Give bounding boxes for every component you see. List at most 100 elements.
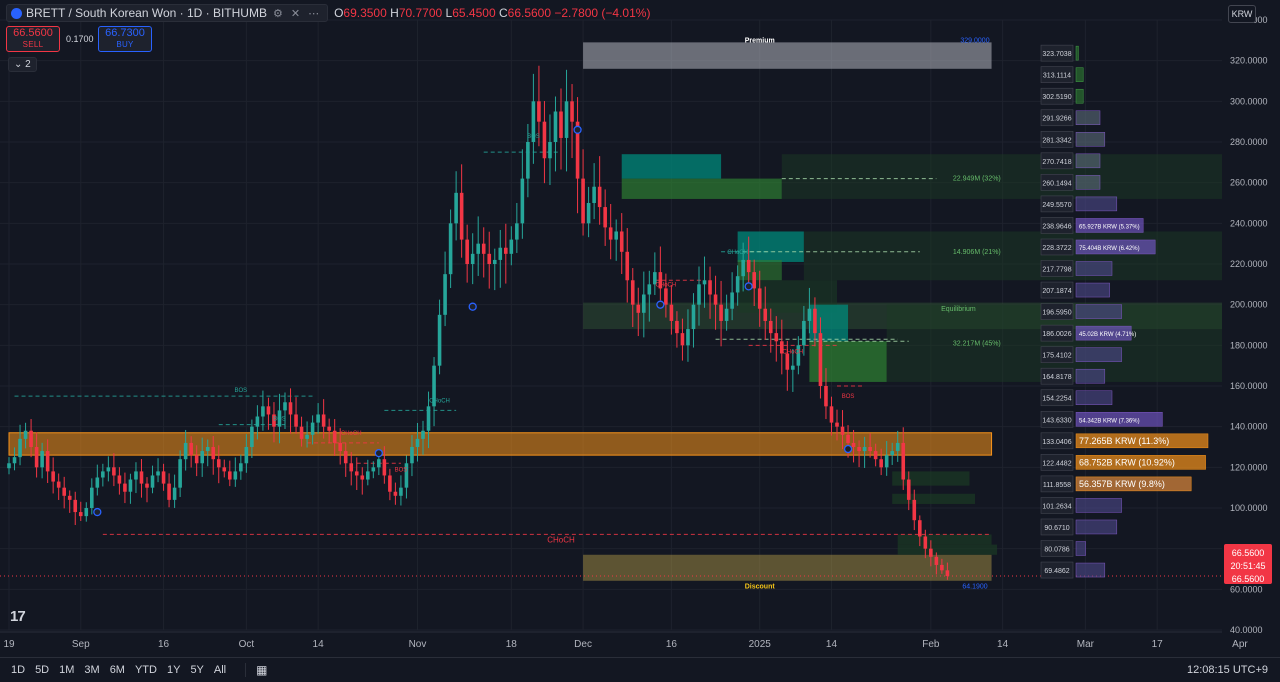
candle	[200, 451, 204, 464]
candle	[697, 284, 701, 305]
x-tick-label: 16	[158, 639, 170, 650]
candle	[12, 457, 17, 464]
candle	[95, 477, 100, 488]
candle	[45, 451, 50, 472]
structure-label: BOS	[842, 394, 855, 400]
y-tick-label: 100.0000	[1230, 503, 1268, 513]
range-button-5d[interactable]: 5D	[35, 664, 50, 676]
candle	[531, 101, 536, 142]
candle	[636, 304, 641, 313]
brett-logo-icon	[11, 7, 22, 19]
volume-level-label: 22.949M (32%)	[953, 176, 1001, 183]
y-tick-label: 200.0000	[1230, 300, 1268, 310]
candle	[487, 253, 492, 264]
candle	[730, 292, 734, 309]
close-icon[interactable]: ✕	[290, 7, 301, 20]
volume-profile-price-box	[1040, 44, 1074, 62]
volume-profile-bar	[1075, 261, 1113, 276]
structure-label: CHoCH	[547, 536, 575, 545]
range-button-6m[interactable]: 6M	[109, 664, 125, 676]
candle	[255, 416, 260, 427]
range-button-ytd[interactable]: YTD	[134, 664, 157, 676]
candle	[735, 276, 740, 293]
candle	[117, 475, 122, 484]
candle	[934, 556, 939, 565]
order-block-zone	[781, 154, 1268, 199]
candle	[680, 333, 685, 346]
currency-button[interactable]: KRW	[1228, 5, 1256, 23]
x-tick-label: Feb	[922, 639, 940, 650]
buy-button[interactable]: 66.7300 BUY	[98, 26, 152, 52]
volume-level-label: 32.217M (45%)	[953, 340, 1001, 347]
range-button-5y[interactable]: 5Y	[190, 664, 204, 676]
symbol-button[interactable]: BRETT / South Korean Won · 1D · BITHUMB …	[6, 4, 329, 22]
chart-header: BRETT / South Korean Won · 1D · BITHUMB …	[6, 4, 650, 22]
x-tick-label: Apr	[1232, 639, 1248, 650]
equilibrium-label: Equilibrium	[941, 306, 976, 313]
range-button-all[interactable]: All	[213, 664, 227, 676]
volume-profile-price-box	[1040, 281, 1074, 299]
x-tick-label: 14	[826, 639, 838, 650]
candle	[780, 341, 784, 354]
candle	[597, 186, 602, 208]
candle	[912, 499, 917, 521]
candle	[62, 487, 66, 496]
candle	[586, 203, 591, 224]
candle	[906, 479, 911, 500]
buy-price: 66.7300	[105, 27, 145, 39]
range-button-1m[interactable]: 1M	[59, 664, 75, 676]
candle	[840, 426, 845, 435]
order-block-zone	[897, 534, 992, 545]
candle	[23, 430, 28, 439]
candle	[686, 329, 690, 346]
candle	[29, 430, 33, 447]
volume-profile-price: 323.7038	[1042, 51, 1071, 58]
price-chart[interactable]: BOS BOS CHoCH CHoCH BOS BOS CHoCH CHoCH CHoCH BOS…	[0, 0, 1280, 657]
range-button-3m[interactable]: 3M	[84, 664, 100, 676]
candle	[851, 442, 856, 447]
candle	[156, 471, 160, 476]
candle	[719, 304, 723, 321]
candle	[448, 223, 453, 275]
volume-profile-price-box	[1040, 346, 1074, 363]
indicators-toggle[interactable]: ⌄ 2	[8, 57, 37, 72]
candle	[343, 451, 348, 464]
candle	[277, 410, 282, 427]
range-button-1y[interactable]: 1Y	[166, 664, 181, 676]
volume-profile-price: 207.1874	[1042, 288, 1071, 295]
candle	[194, 455, 199, 464]
volume-profile-price-box	[1040, 130, 1074, 148]
range-buttons: 1D 5D 1M 3M 6M YTD 1Y 5Y All	[6, 664, 231, 676]
volume-profile-label: 45.02B KRW (4.71%)	[1079, 332, 1136, 338]
volume-profile-label: 77.265B KRW (11.3%)	[1079, 436, 1169, 446]
sell-button[interactable]: 66.5600 SELL	[6, 26, 60, 52]
candle	[189, 442, 193, 456]
volume-profile-price-box	[1040, 454, 1074, 471]
candle	[862, 447, 867, 452]
candle	[283, 402, 287, 411]
current-price-tag	[1224, 543, 1272, 584]
volume-profile-label: 65.927B KRW (5.37%)	[1079, 224, 1140, 230]
y-tick-label: 60.0000	[1230, 584, 1263, 594]
range-button-1d[interactable]: 1D	[11, 664, 26, 676]
candle	[642, 294, 646, 313]
candle	[244, 447, 249, 464]
candle	[542, 121, 547, 159]
candle	[382, 459, 387, 476]
volume-profile-price: 90.6710	[1044, 525, 1069, 532]
structure-label: CHoCH	[727, 250, 748, 256]
clock[interactable]: 12:08:15 UTC+9	[1186, 664, 1268, 676]
premium-label: Premium	[745, 37, 775, 44]
volume-profile-bar	[1075, 304, 1122, 319]
order-block-zone	[621, 154, 722, 179]
settings-icon[interactable]: ⚙	[272, 7, 283, 20]
candle	[205, 447, 210, 452]
volume-profile-price: 143.6330	[1042, 417, 1071, 424]
candle	[768, 320, 773, 334]
price-tag-countdown: 20:51:45	[1230, 561, 1265, 571]
more-icon[interactable]: ⋯	[308, 7, 320, 20]
volume-profile-price-box	[1040, 87, 1074, 105]
candle	[123, 483, 127, 492]
calendar-icon[interactable]: ▦	[245, 663, 267, 677]
candle	[327, 426, 331, 431]
